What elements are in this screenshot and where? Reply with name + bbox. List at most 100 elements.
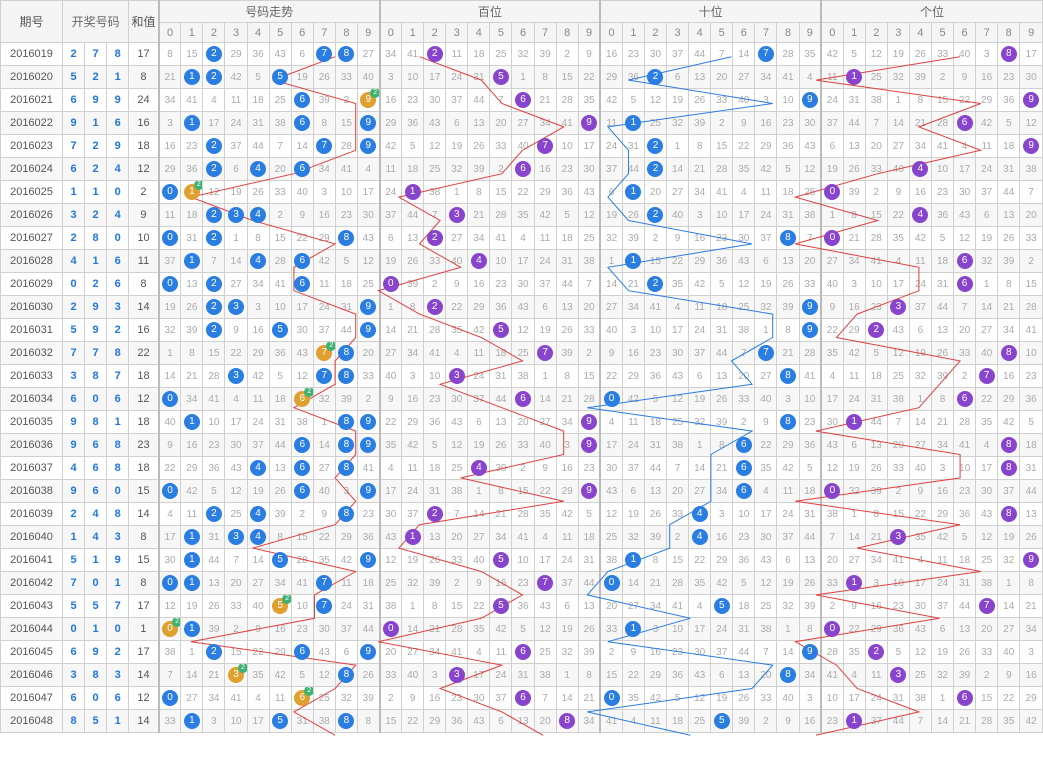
number-ball: 4 — [250, 529, 266, 545]
trend-cell: 33 — [490, 135, 512, 158]
cell-draw: 2 — [85, 158, 107, 181]
number-ball: 4 — [912, 161, 928, 177]
cell-draw: 5 — [63, 319, 85, 342]
trend-cell: 3 — [556, 434, 578, 457]
trend-cell: 8 — [865, 503, 887, 526]
trend-cell: 14 — [976, 296, 998, 319]
trend-cell: 39 — [843, 181, 865, 204]
trend-cell: 6 — [490, 710, 512, 733]
trend-cell: 20 — [1020, 204, 1043, 227]
number-ball: 6 — [957, 391, 973, 407]
trend-cell: 16 — [313, 204, 335, 227]
trend-cell: 7 — [954, 296, 976, 319]
trend-cell: 34 — [755, 66, 777, 89]
trend-cell: 9 — [777, 710, 799, 733]
trend-cell: 8 — [777, 365, 799, 388]
trend-cell: 52 — [269, 595, 291, 618]
trend-cell: 2 — [203, 135, 225, 158]
trend-cell: 25 — [644, 112, 666, 135]
trend-cell: 16 — [909, 181, 931, 204]
number-ball: 0 — [162, 230, 178, 246]
cell-draw: 6 — [63, 687, 85, 710]
trend-cell: 12 — [357, 250, 379, 273]
number-ball: 5 — [493, 69, 509, 85]
table-row: 2016023729181623237447147289425121926334… — [1, 135, 1043, 158]
trend-cell: 12 — [667, 388, 689, 411]
trend-cell: 11 — [976, 135, 998, 158]
trend-cell: 36 — [799, 434, 821, 457]
trend-cell: 8 — [777, 664, 799, 687]
trend-cell: 31 — [777, 204, 799, 227]
trend-cell: 21 — [644, 572, 666, 595]
trend-cell: 18 — [954, 549, 976, 572]
cell-sum: 18 — [129, 457, 159, 480]
trend-cell: 25 — [733, 296, 755, 319]
trend-cell: 2 — [600, 641, 622, 664]
trend-cell: 14 — [622, 572, 644, 595]
trend-cell: 28 — [1020, 296, 1043, 319]
trend-cell: 22 — [291, 227, 313, 250]
trend-cell: 27 — [402, 641, 424, 664]
number-ball: 6 — [515, 690, 531, 706]
trend-cell: 29 — [931, 503, 953, 526]
trend-cell: 22 — [512, 181, 534, 204]
trend-cell: 14 — [777, 641, 799, 664]
trend-cell: 20 — [976, 618, 998, 641]
trend-cell: 39 — [269, 503, 291, 526]
trend-cell: 35 — [843, 641, 865, 664]
trend-cell: 28 — [203, 365, 225, 388]
trend-cell: 02 — [159, 618, 181, 641]
cell-draw: 0 — [63, 618, 85, 641]
trend-cell: 37 — [556, 572, 578, 595]
trend-cell: 27 — [909, 434, 931, 457]
trend-cell: 19 — [181, 595, 203, 618]
trend-cell: 3 — [247, 296, 269, 319]
trend-cell: 8 — [644, 549, 666, 572]
number-ball: 9 — [1023, 92, 1039, 108]
trend-cell: 43 — [380, 526, 402, 549]
number-ball: 6 — [294, 92, 310, 108]
trend-cell: 33 — [335, 66, 357, 89]
trend-cell: 4 — [247, 526, 269, 549]
trend-cell: 42 — [931, 526, 953, 549]
trend-cell: 19 — [843, 457, 865, 480]
number-ball: 4 — [692, 506, 708, 522]
trend-cell: 8 — [335, 457, 357, 480]
trend-cell: 40 — [512, 135, 534, 158]
trend-cell: 6 — [291, 43, 313, 66]
trend-cell: 30 — [225, 434, 247, 457]
trend-cell: 5 — [247, 66, 269, 89]
trend-cell: 24 — [976, 158, 998, 181]
trend-cell: 1 — [622, 181, 644, 204]
cell-draw: 1 — [85, 549, 107, 572]
trend-cell: 4 — [887, 250, 909, 273]
trend-cell: 9 — [600, 342, 622, 365]
cell-sum: 17 — [129, 641, 159, 664]
trend-cell: 3 — [843, 273, 865, 296]
trend-cell: 36 — [998, 89, 1020, 112]
trend-cell: 24 — [622, 434, 644, 457]
cell-period: 2016046 — [1, 664, 63, 687]
trend-cell: 34 — [313, 158, 335, 181]
trend-cell: 16 — [490, 572, 512, 595]
trend-cell: 40 — [357, 66, 379, 89]
trend-cell: 21 — [556, 388, 578, 411]
trend-cell: 1 — [843, 572, 865, 595]
trend-cell: 5 — [644, 388, 666, 411]
trend-cell: 6 — [512, 687, 534, 710]
trend-cell: 41 — [667, 595, 689, 618]
trend-cell: 12 — [821, 457, 843, 480]
cell-draw: 4 — [63, 457, 85, 480]
trend-cell: 1 — [225, 227, 247, 250]
trend-cell: 9 — [159, 434, 181, 457]
trend-cell: 0 — [159, 572, 181, 595]
trend-cell: 25 — [600, 526, 622, 549]
number-ball: 6 — [294, 253, 310, 269]
trend-cell: 6 — [291, 457, 313, 480]
cell-draw: 1 — [63, 181, 85, 204]
cell-sum: 18 — [129, 365, 159, 388]
trend-cell: 5 — [887, 641, 909, 664]
cell-draw: 7 — [63, 342, 85, 365]
trend-cell: 31 — [490, 365, 512, 388]
cell-draw: 1 — [85, 250, 107, 273]
